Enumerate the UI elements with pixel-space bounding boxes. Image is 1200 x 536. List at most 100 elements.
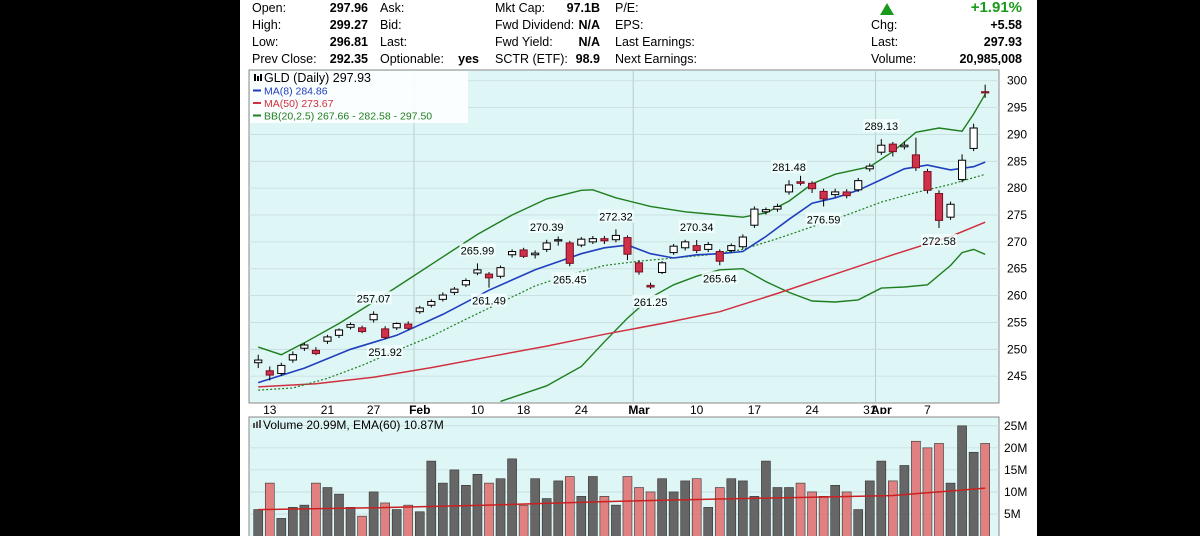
candle-body [427, 300, 436, 306]
volume-bar [380, 502, 390, 536]
candlestick [831, 188, 840, 198]
price-chart[interactable]: 245 250 255 260 265 270 275 280 285 290 295 300 13 21… [240, 68, 1037, 414]
candlestick [334, 328, 344, 339]
candlestick [254, 354, 263, 369]
candle-body [715, 251, 724, 262]
price-annotation-bg [551, 272, 588, 286]
volume-bar [438, 482, 448, 536]
candle-body [784, 184, 794, 193]
candle-body [588, 238, 597, 243]
quote-label: Last: [380, 35, 408, 49]
candlestick [946, 201, 955, 220]
quote-value: 297.96 [329, 1, 368, 15]
volume-bar [311, 482, 321, 536]
candlestick [300, 342, 309, 351]
candlestick [658, 261, 667, 275]
volume-chart[interactable]: 5M 10M 15M 20M 25M Volume 20.99M, EMA(60) 10.… [240, 415, 1037, 536]
candlestick [473, 263, 482, 276]
candlestick [888, 141, 897, 157]
candlestick [404, 321, 413, 330]
quote-label: Low: [252, 35, 279, 49]
candlestick [877, 139, 886, 155]
volume-tick-label: 15M [1004, 463, 1027, 477]
icon-bar [257, 76, 259, 81]
candle-body [750, 208, 759, 226]
legend-entry: MA(50) 273.67 [264, 98, 334, 110]
volume-bar [934, 443, 944, 536]
volume-bar [391, 509, 402, 536]
volume-tick-label: 10M [1004, 485, 1027, 499]
volume-bar [668, 491, 679, 536]
candlestick [911, 137, 920, 171]
volume-bar [876, 460, 887, 536]
candlestick [727, 243, 736, 253]
quote-label: EPS: [615, 18, 644, 32]
candlestick [554, 236, 563, 246]
volume-bar [980, 443, 990, 536]
price-tick-label: 255 [1007, 315, 1027, 329]
volume-bar [784, 487, 794, 536]
volume-bar [322, 487, 333, 536]
candle-body [554, 239, 563, 242]
volume-bar [888, 480, 898, 536]
volume-bar [945, 482, 956, 536]
date-tick-label: 18 [517, 403, 531, 414]
candle-body [358, 327, 367, 333]
candle-body [923, 171, 932, 191]
volume-bar [334, 493, 344, 536]
quote-value: 20,985,008 [959, 52, 1022, 66]
candlestick [715, 249, 724, 266]
quote-label: Fwd Yield: [495, 35, 553, 49]
candlestick [392, 322, 401, 330]
quote-label: Chg: [871, 18, 898, 32]
volume-bar [541, 498, 552, 536]
quote-label: SCTR (ETF): [495, 52, 568, 66]
candle-body [542, 242, 551, 250]
price-annotation-bg [771, 160, 807, 174]
quote-value: yes [458, 52, 479, 66]
volume-bar [738, 480, 748, 536]
volume-bar [634, 487, 644, 536]
volume-bar [680, 480, 690, 536]
volume-bar [853, 509, 864, 536]
quote-label: Next Earnings: [615, 52, 697, 66]
price-annotation: 265.45 [553, 274, 587, 286]
candle-body [404, 323, 413, 329]
candlestick [461, 278, 471, 287]
candlestick [900, 141, 909, 150]
candlestick [381, 326, 390, 339]
candle-body [277, 364, 286, 374]
candlestick [450, 286, 459, 296]
candlestick [669, 244, 678, 255]
candlestick [542, 239, 551, 253]
candlestick [692, 240, 701, 254]
volume-bar [576, 496, 587, 536]
candle-body [415, 307, 424, 313]
price-annotation-bg [632, 294, 669, 308]
candlestick [265, 366, 274, 381]
date-tick-label: 24 [575, 403, 589, 414]
quote-label: Last: [871, 35, 899, 49]
candlestick [865, 163, 874, 172]
candlestick [854, 177, 863, 192]
volume-tick-label: 25M [1004, 419, 1027, 433]
legend-entry: MA(8) 284.86 [264, 86, 328, 98]
volume-bar [518, 504, 529, 536]
candle-body [808, 182, 817, 190]
volume-bar [772, 487, 783, 536]
price-tick-label: 275 [1007, 208, 1027, 222]
quote-label: Last Earnings: [615, 35, 695, 49]
candle-body [877, 144, 886, 153]
price-annotation: 281.48 [772, 162, 806, 174]
candlestick [611, 229, 621, 243]
candle-body [496, 267, 505, 277]
candle-body [888, 143, 897, 153]
volume-bar [345, 507, 356, 536]
candle-body [692, 245, 701, 251]
quote-value: +5.58 [990, 18, 1022, 32]
candlestick [519, 247, 528, 258]
volume-bar [357, 515, 367, 536]
candlestick [646, 282, 655, 289]
volume-bar [553, 480, 564, 536]
date-tick-label: 17 [748, 403, 762, 414]
